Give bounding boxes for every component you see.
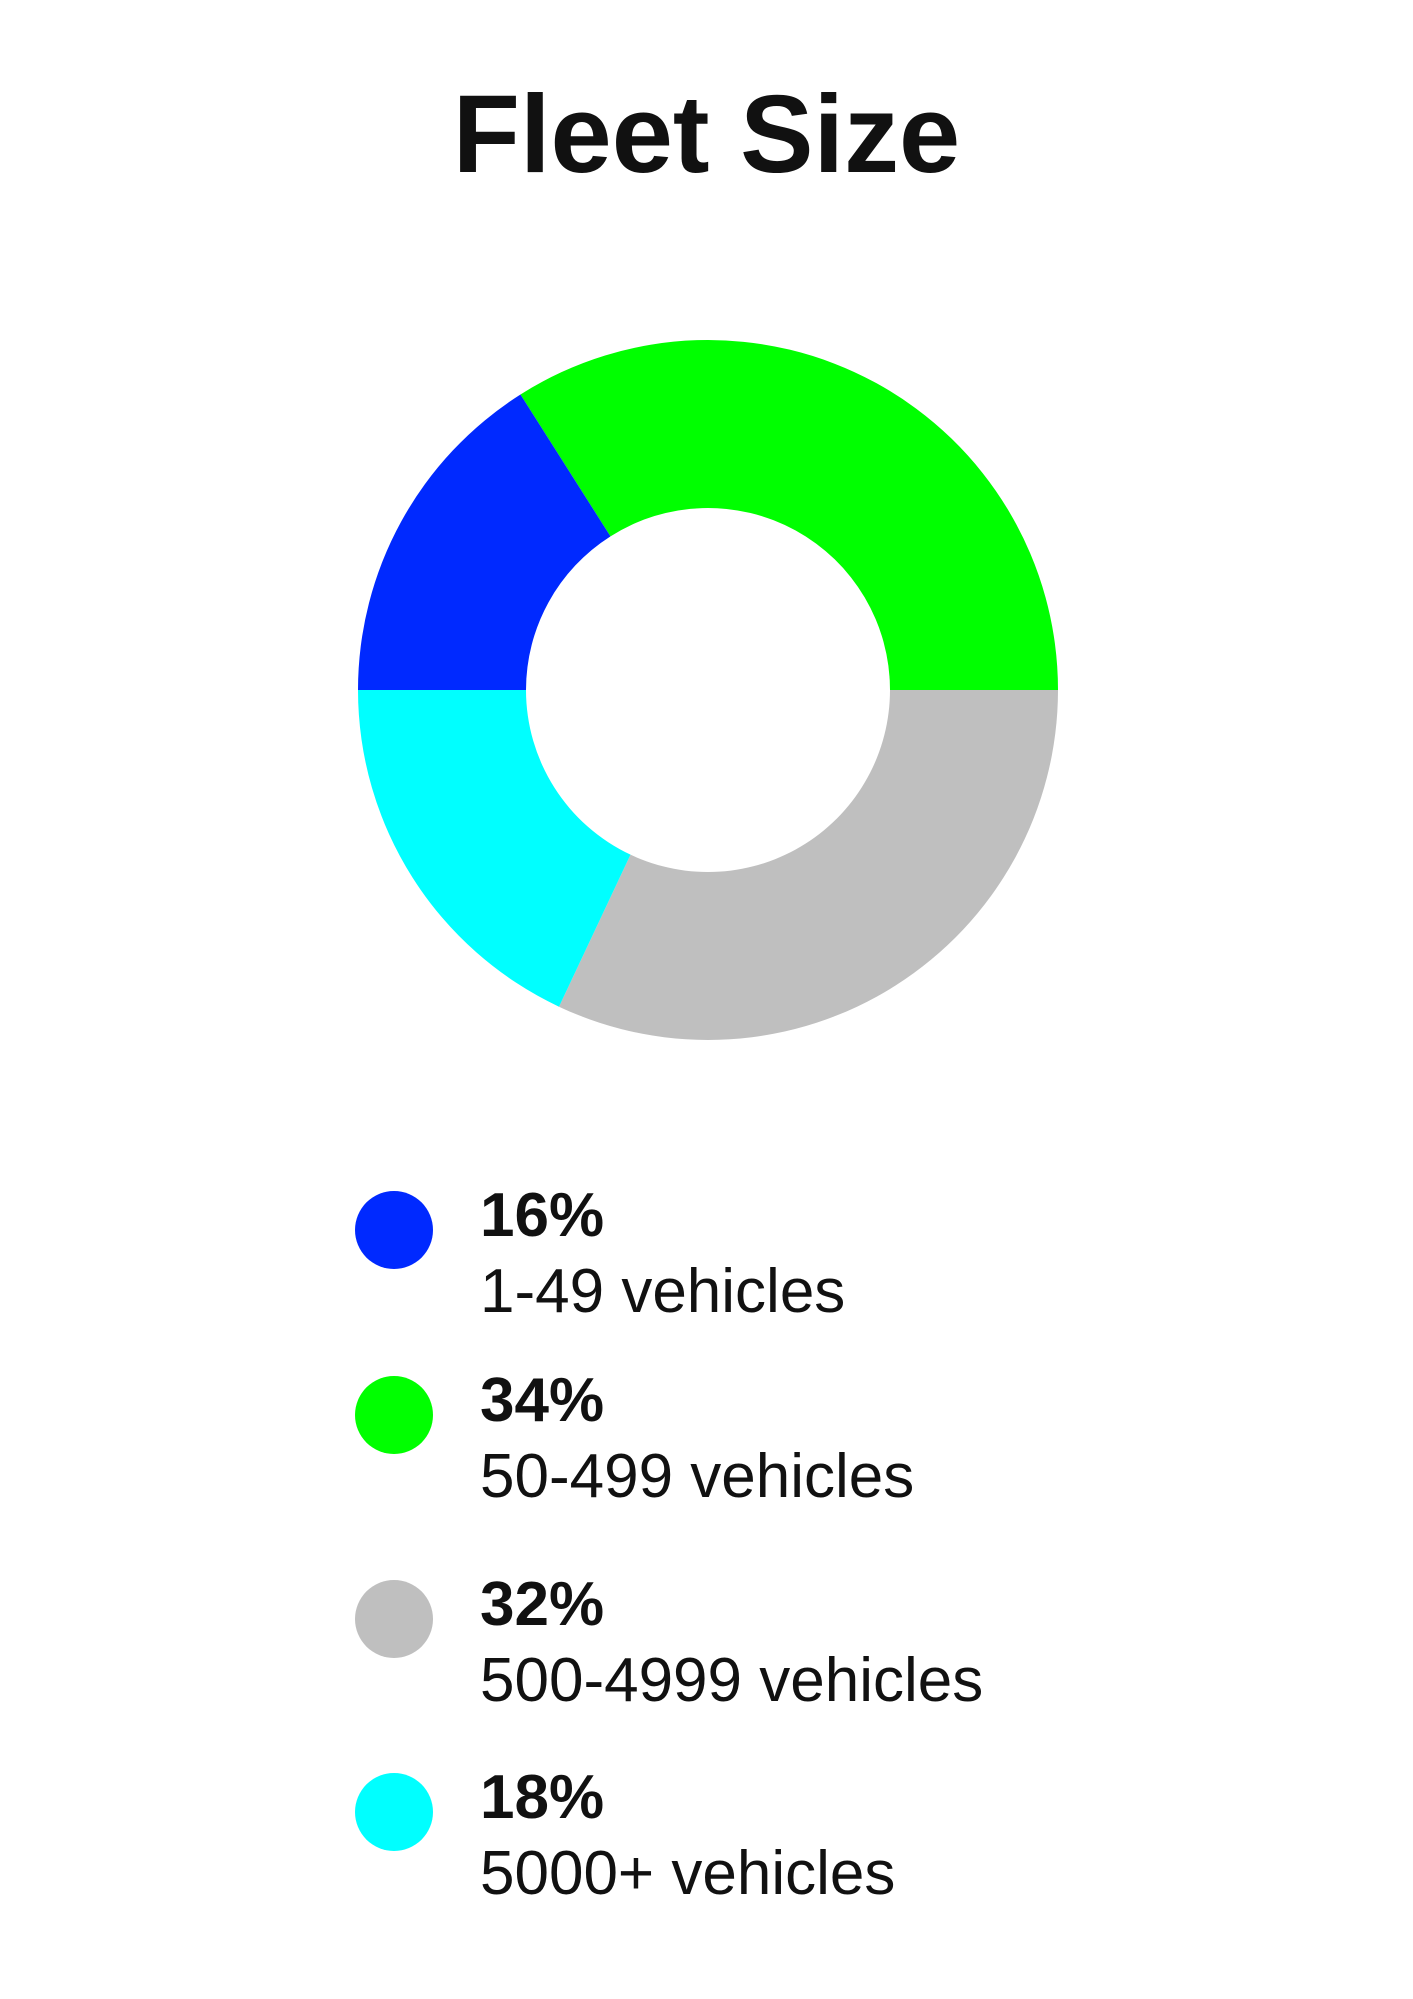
- legend-label: 5000+ vehicles: [480, 1839, 896, 1908]
- legend-value: 32%: [480, 1570, 605, 1639]
- legend-label: 500-4999 vehicles: [480, 1646, 984, 1715]
- chart-title: Fleet Size: [452, 73, 961, 196]
- legend-value: 34%: [480, 1366, 605, 1435]
- legend-value: 18%: [480, 1763, 605, 1832]
- legend-swatch: [355, 1191, 433, 1269]
- donut-slice-500-4999-vehicles: [558, 690, 1058, 1040]
- legend-label: 1-49 vehicles: [480, 1257, 846, 1326]
- legend-swatch: [355, 1773, 433, 1851]
- legend-item-500-4999-vehicles: 32% 500-4999 vehicles: [355, 1574, 1255, 1744]
- legend-swatch: [355, 1376, 433, 1454]
- legend-item-5000-plus-vehicles: 18% 5000+ vehicles: [355, 1767, 1255, 1937]
- legend-swatch: [355, 1580, 433, 1658]
- donut-slice-50-499-vehicles: [520, 340, 1058, 690]
- donut-chart: [358, 340, 1058, 1040]
- legend-label: 50-499 vehicles: [480, 1442, 915, 1511]
- legend-value: 16%: [480, 1181, 605, 1250]
- donut-slice-5000-plus-vehicles: [358, 690, 631, 1007]
- legend-item-1-49-vehicles: 16% 1-49 vehicles: [355, 1185, 1255, 1355]
- donut-slice-1-49-vehicles: [358, 394, 611, 690]
- legend-item-50-499-vehicles: 34% 50-499 vehicles: [355, 1370, 1255, 1540]
